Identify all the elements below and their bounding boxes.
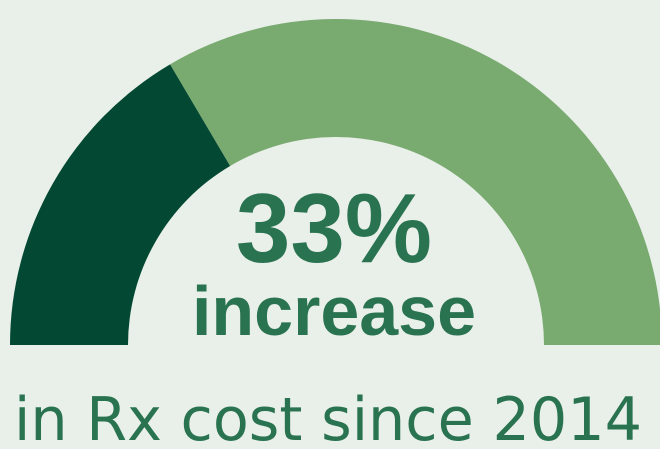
gauge-filled-segment (10, 64, 231, 345)
gauge-subtitle: increase (192, 272, 476, 350)
gauge-caption: in Rx cost since 2014 (14, 385, 642, 449)
gauge-value-label: 33% (236, 173, 432, 283)
gauge-remaining-segment (170, 19, 660, 345)
